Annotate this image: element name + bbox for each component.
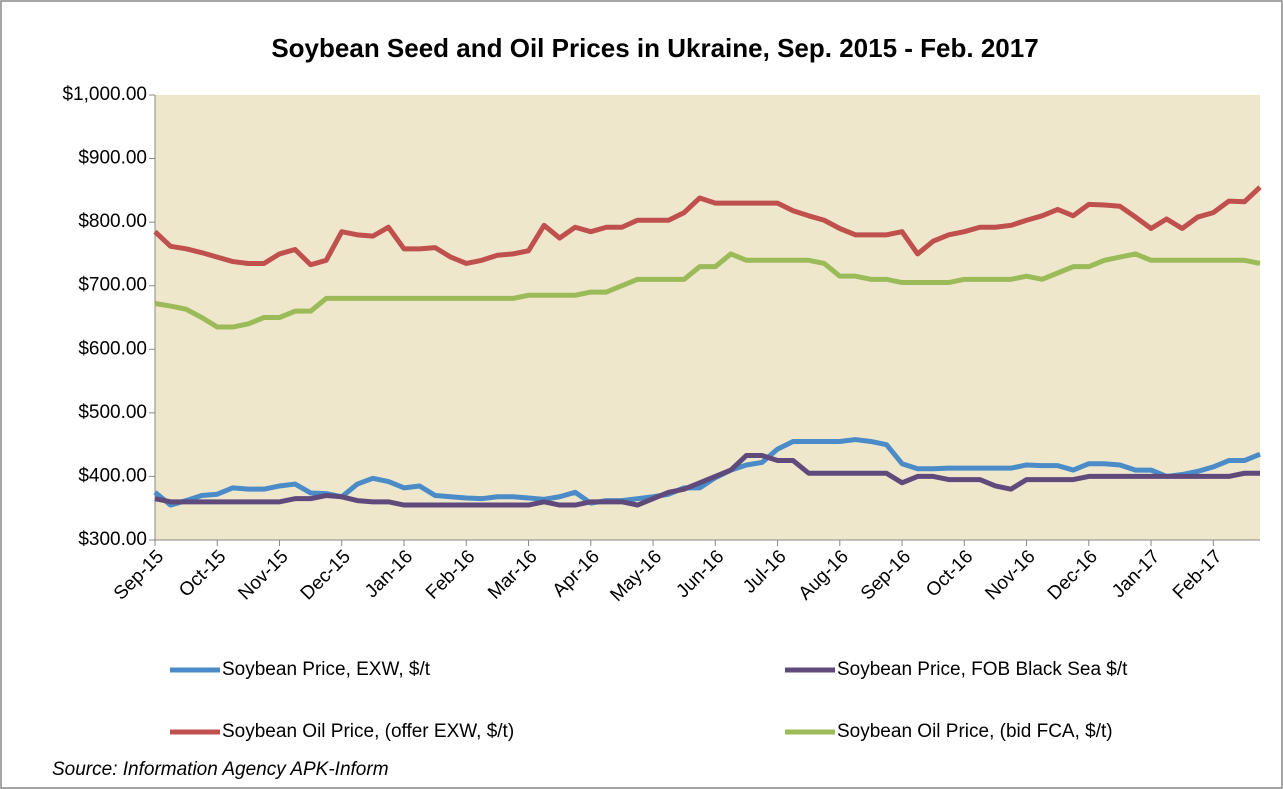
legend-label: Soybean Price, FOB Black Sea $/t (837, 659, 1128, 680)
y-tick-label: $700.00 (78, 275, 147, 296)
y-tick-label: $1,000.00 (62, 84, 147, 105)
y-tick-label: $600.00 (78, 338, 147, 359)
series-line (154, 452, 1260, 508)
source-note: Source: Information Agency APK-Inform (52, 759, 389, 780)
series-line (153, 185, 1262, 268)
legend-label: Soybean Oil Price, (bid FCA, $/t) (837, 721, 1113, 742)
y-tick-label: $400.00 (78, 465, 147, 486)
y-tick-label: $300.00 (78, 529, 147, 550)
y-tick-label: $500.00 (78, 402, 147, 423)
series-line (154, 251, 1261, 330)
legend-label: Soybean Oil Price, (offer EXW, $/t) (222, 721, 514, 742)
y-tick-label: $900.00 (78, 148, 147, 169)
y-tick-label: $800.00 (78, 211, 147, 232)
legend-label: Soybean Price, EXW, $/t (222, 659, 431, 680)
plot-area (155, 95, 1260, 540)
chart-title: Soybean Seed and Oil Prices in Ukraine, … (271, 33, 1038, 63)
